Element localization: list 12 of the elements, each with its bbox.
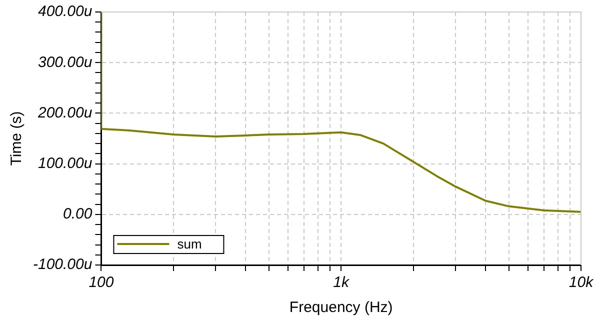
x-tick-label: 100 <box>88 274 114 292</box>
y-tick-label: 100.00u <box>38 154 93 172</box>
y-tick-label: 200.00u <box>36 104 93 122</box>
y-tick-label: 0.00 <box>63 206 93 223</box>
y-tick-label: 400.00u <box>38 3 93 20</box>
y-tick-label: -100.00u <box>33 256 93 274</box>
x-axis-title: Frequency (Hz) <box>289 299 393 316</box>
y-axis-title: Time (s) <box>8 111 26 166</box>
y-tick-label: 300.00u <box>38 54 93 71</box>
legend-label: sum <box>177 236 202 252</box>
x-tick-label: 1k <box>333 274 351 292</box>
x-tick-label: 10k <box>568 274 595 292</box>
